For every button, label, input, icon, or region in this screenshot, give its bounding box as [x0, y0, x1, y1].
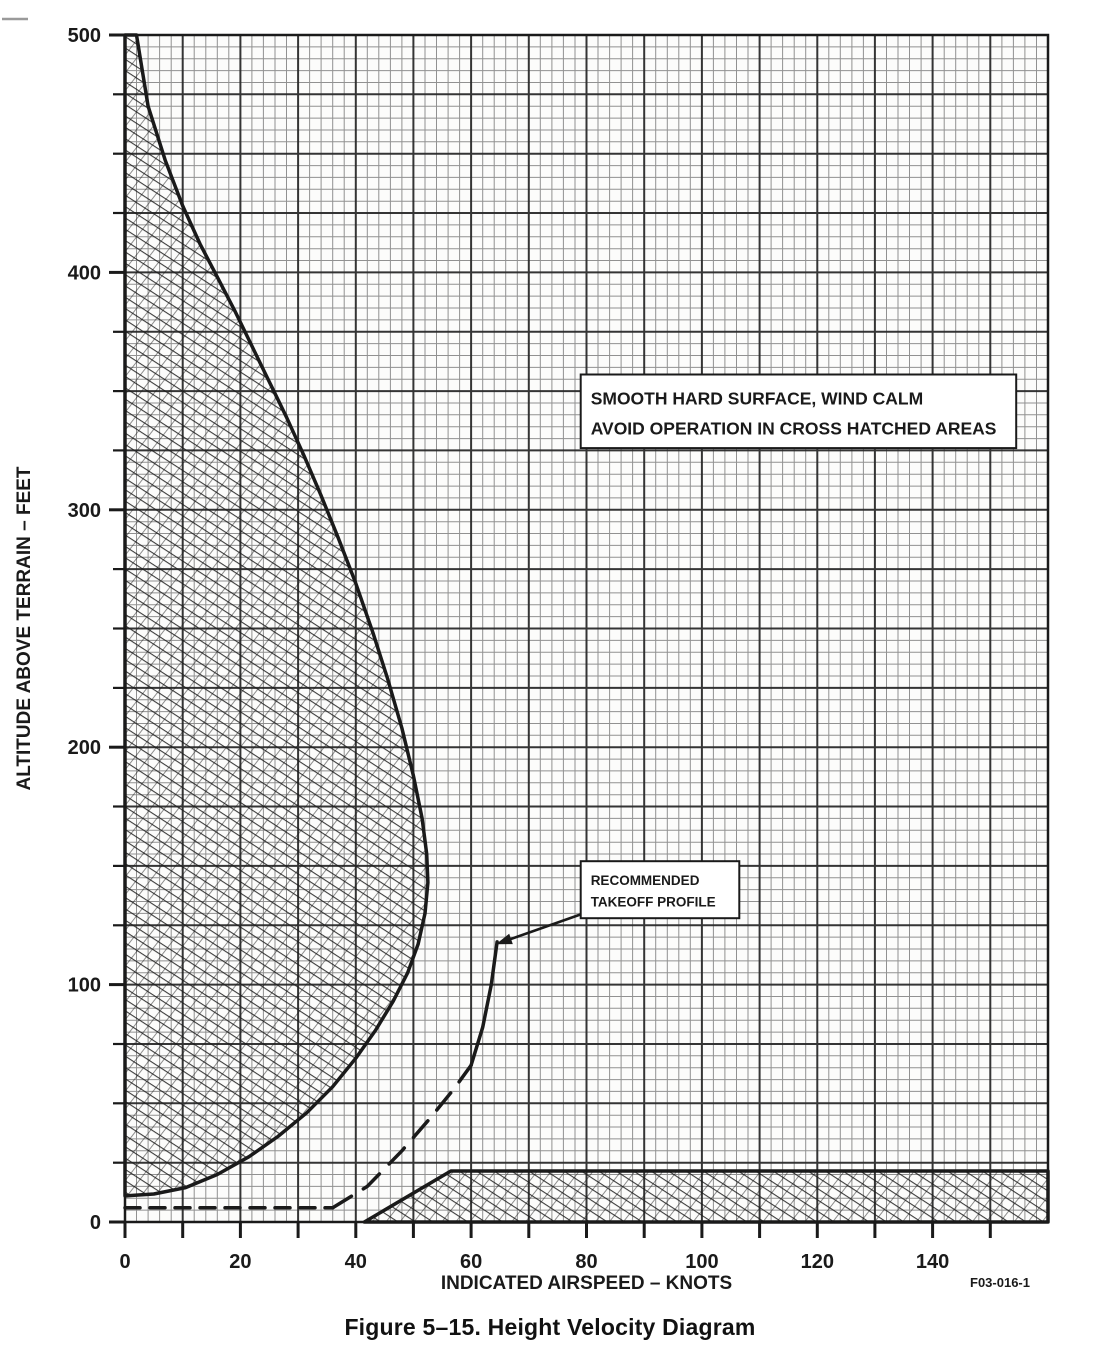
x-tick-label: 40 — [345, 1251, 367, 1273]
figure-caption: Figure 5–15. Height Velocity Diagram — [344, 1314, 756, 1340]
low-speed-avoid-region — [123, 33, 430, 1198]
x-tick-label: 20 — [229, 1251, 251, 1273]
note-text: RECOMMENDED — [591, 873, 700, 888]
takeoff-note-box: RECOMMENDED TAKEOFF PROFILE — [495, 860, 741, 945]
note-text: AVOID OPERATION IN CROSS HATCHED AREAS — [591, 419, 997, 439]
y-tick-label: 100 — [68, 975, 101, 997]
figure-ref: F03-016-1 — [970, 1275, 1030, 1290]
x-tick-label: 140 — [916, 1251, 949, 1273]
y-axis: 0 100 200 300 400 500 ALTITUDE ABOVE TERRAIN –… — [14, 25, 125, 1234]
x-tick-label: 100 — [685, 1251, 718, 1273]
y-tick-label: 200 — [68, 737, 101, 759]
x-tick-label: 60 — [460, 1251, 482, 1273]
x-axis-title: INDICATED AIRSPEED – KNOTS — [441, 1273, 732, 1294]
note-text: SMOOTH HARD SURFACE, WIND CALM — [591, 389, 923, 409]
height-velocity-diagram: 0 20 40 60 80 100 120 140 INDICATED AIRSPEED – K… — [2, 17, 1050, 1294]
takeoff-profile-arrow — [503, 912, 585, 943]
y-tick-label: 0 — [90, 1212, 101, 1234]
y-tick-label: 400 — [68, 262, 101, 284]
recommended-takeoff-profile — [123, 940, 499, 1210]
x-axis: 0 20 40 60 80 100 120 140 INDICATED AIRSPEED – K… — [119, 1222, 1030, 1294]
y-axis-title: ALTITUDE ABOVE TERRAIN – FEET — [14, 466, 35, 790]
note-text: TAKEOFF PROFILE — [591, 894, 716, 909]
x-tick-label: 80 — [575, 1251, 597, 1273]
hv-diagram-svg: 0 20 40 60 80 100 120 140 INDICATED AIRSPEED – K… — [2, 17, 1050, 1294]
surface-note-box: SMOOTH HARD SURFACE, WIND CALM AVOID OPER… — [579, 373, 1018, 450]
high-speed-low-altitude-avoid-region — [362, 1169, 1050, 1224]
x-tick-label: 0 — [119, 1251, 130, 1273]
y-tick-label: 500 — [68, 25, 101, 47]
arrowhead-icon — [495, 933, 513, 945]
x-tick-label: 120 — [801, 1251, 834, 1273]
y-tick-label: 300 — [68, 500, 101, 522]
